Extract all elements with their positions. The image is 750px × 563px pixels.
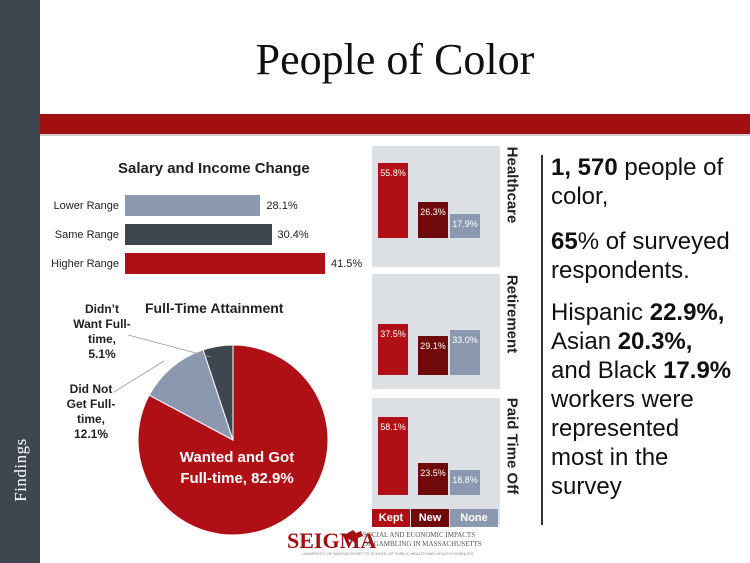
pto-value-label: 23.5% — [420, 468, 446, 479]
title-underline-shadow — [40, 134, 750, 136]
pto-bar-kept — [378, 416, 408, 495]
salary-category-label: Lower Range — [53, 200, 119, 212]
retirement-value-label: 29.1% — [420, 340, 446, 351]
summary-percent: 65% of surveyed respondents. — [551, 228, 730, 284]
pie-leader-line — [127, 334, 212, 358]
salary-bar-higher — [125, 253, 325, 274]
logo-subtitle: SOCIAL AND ECONOMIC IMPACTS — [363, 531, 476, 539]
salary-category-label: Same Range — [54, 229, 119, 241]
logo-subtitle: OF GAMBLING IN MASSACHUSETTS — [363, 540, 482, 548]
pie-leader-line — [113, 360, 165, 393]
healthcare-value-label: 26.3% — [420, 207, 446, 218]
sidebar-strip — [0, 0, 40, 563]
retirement-title: Retirement — [503, 274, 521, 354]
summary-groups: Hispanic 22.9%, Asian 20.3%, and Black 1… — [551, 299, 732, 500]
salary-value-label: 30.4% — [277, 229, 309, 241]
massachusetts-map-icon — [346, 530, 363, 544]
pie-label-didnt-want: Didn’t Want Full- time, 5.1% — [73, 302, 131, 361]
pie-slice-did-not-get — [148, 349, 234, 442]
logo-affiliation: UNIVERSITY OF MASSACHUSETTS SCHOOL OF PU… — [302, 551, 474, 556]
pto-title: Paid Time Off — [503, 397, 521, 495]
pie-label-wanted-got: Wanted and Got Full-time, 82.9% — [179, 449, 295, 487]
healthcare-value-label: 55.8% — [380, 167, 406, 178]
pto-bar-none — [450, 469, 480, 495]
healthcare-bar-none — [450, 213, 480, 238]
retirement-value-label: 37.5% — [380, 329, 406, 340]
pie-slice-didnt-want — [202, 344, 234, 441]
pto-value-label: 58.1% — [380, 421, 406, 432]
retirement-value-label: 33.0% — [452, 335, 478, 346]
retirement-bar-new — [418, 335, 448, 375]
salary-bar-lower — [125, 195, 261, 216]
legend-none: None — [450, 509, 498, 527]
page-title: People of Color — [255, 35, 535, 84]
salary-value-label: 28.1% — [266, 200, 298, 212]
legend-kept: Kept — [372, 509, 410, 527]
pto-value-label: 18.8% — [452, 474, 478, 485]
salary-bar-same — [125, 224, 272, 245]
healthcare-bar-new — [418, 202, 448, 238]
healthcare-bar-kept — [378, 162, 408, 238]
salary-value-label: 41.5% — [331, 258, 363, 270]
retirement-bar-none — [450, 330, 480, 375]
summary-divider — [541, 155, 543, 525]
pie-label-did-not-get: Did Not Get Full- time, 12.1% — [66, 382, 116, 441]
title-underline-band — [40, 114, 750, 134]
legend-new: New — [411, 509, 449, 527]
salary-category-label: Higher Range — [51, 258, 119, 270]
pto-bar-new — [418, 463, 448, 495]
healthcare-title: Healthcare — [503, 146, 521, 224]
salary-chart-title: Salary and Income Change — [118, 160, 310, 177]
summary-people: 1, 570 people of color, — [551, 154, 724, 210]
retirement-bar-kept — [378, 324, 408, 375]
pie-chart-title: Full-Time Attainment — [145, 300, 284, 316]
healthcare-value-label: 17.9% — [452, 218, 478, 229]
